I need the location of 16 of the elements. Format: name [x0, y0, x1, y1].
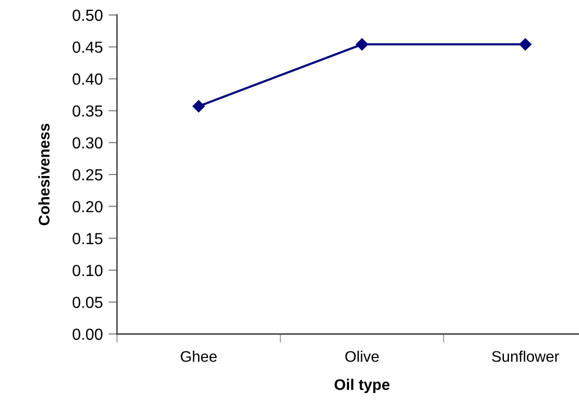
- y-tick-label: 0.05: [72, 296, 102, 308]
- x-tick-label: Olive: [345, 350, 379, 362]
- y-tick-label: 0.00: [72, 328, 102, 340]
- y-tick-label: 0.40: [72, 73, 102, 85]
- y-axis-title: Cohesiveness: [38, 124, 50, 226]
- y-tick-label: 0.10: [72, 264, 102, 276]
- x-tick-label: Ghee: [180, 350, 217, 362]
- y-tick-label: 0.50: [72, 10, 102, 21]
- y-tick-label: 0.25: [72, 169, 102, 180]
- y-tick-label: 0.35: [72, 105, 102, 117]
- y-tick-label: 0.30: [72, 137, 102, 149]
- y-tick-label: 0.20: [72, 201, 102, 212]
- x-axis-title: Oil type: [334, 378, 390, 394]
- y-tick-label: 0.15: [72, 232, 102, 244]
- x-tick-label: Sunflower: [492, 350, 560, 362]
- y-tick-label: 0.45: [72, 42, 102, 53]
